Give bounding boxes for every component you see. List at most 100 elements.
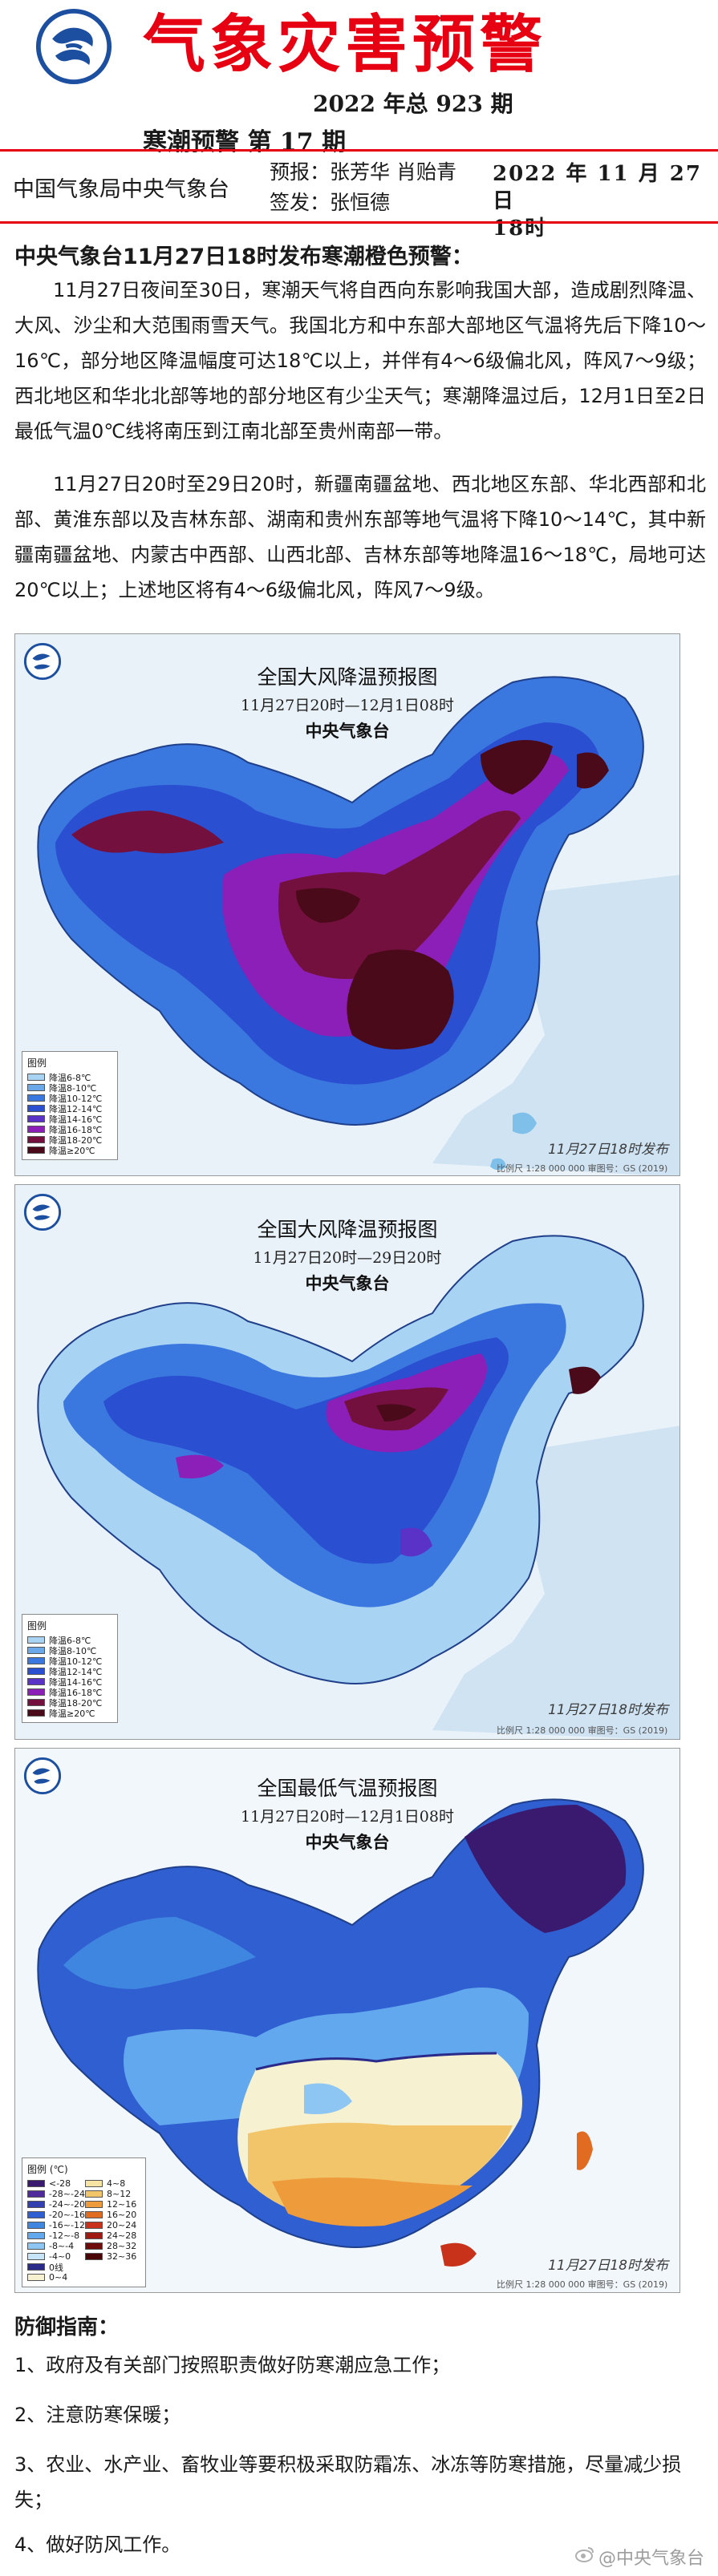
map-3-legend-left: <-28 -28~-24 -24~-20 -20~-16 -16~-12 -12~-8 -8… [27,2178,85,2283]
legend-label: 20~24 [107,2220,137,2230]
legend-swatch [27,1678,45,1685]
map-1-scale: 比例尺 1:28 000 000 审图号：GS (2019) 3082号 [497,1163,668,1174]
legend-label: 降温16-18℃ [49,1124,103,1135]
issuer: 张恒德 [330,191,391,214]
legend-label: 4~8 [107,2178,126,2189]
map-2-title: 全国大风降温预报图 [257,1218,438,1241]
map-min-temperature: 全国最低气温预报图 11月27日20时—12月1日08时 中央气象台 图例 (℃… [14,1748,680,2293]
map-2-title-block: 全国大风降温预报图 11月27日20时—29日20时 中央气象台 [15,1214,679,1295]
header-rule-bottom [0,221,718,224]
legend-label: 降温12-14℃ [49,1103,103,1114]
legend-swatch [27,1699,45,1706]
legend-item: 降温10-12℃ [27,1093,112,1104]
legend-item: -8~-4 [27,2241,85,2251]
map-2-issuer: 中央气象台 [305,1273,390,1293]
warning-headline: 中央气象台11月27日18时发布寒潮橙色预警： [14,245,473,269]
legend-item: 12~16 [85,2199,140,2210]
warning-paragraph-2: 11月27日20时至29日20时，新疆南疆盆地、西北地区东部、华北西部和北部、黄… [14,473,706,601]
map-2-legend: 图例 降温6-8℃ 降温8-10℃ 降温10-12℃ 降温12-14℃ 降温14-16℃… [22,1614,118,1723]
legend-item: 降温≥20℃ [27,1145,112,1156]
map-2-publish-time: 11月27日18时发布 [548,1702,668,1718]
legend-swatch [27,2211,45,2218]
legend-label: <-28 [49,2178,71,2189]
legend-item: 20~24 [85,2220,140,2230]
legend-swatch [27,2253,45,2260]
map-1-publish-time: 11月27日18时发布 [548,1142,668,1158]
legend-item: 16~20 [85,2210,140,2220]
map-cooling-wind-1: 全国大风降温预报图 11月27日20时—12月1日08时 中央气象台 图例 降温… [14,633,680,1176]
legend-label: 降温12-14℃ [49,1666,103,1677]
legend-label: 28~32 [107,2241,137,2251]
cma-logo-icon [35,8,112,85]
legend-label: 0~4 [49,2272,68,2283]
legend-swatch [27,1094,45,1102]
header-rule-top [0,149,718,152]
legend-swatch [27,2232,45,2239]
guide-item-1: 1、政府及有关部门按照职责做好防寒潮应急工作； [14,2354,451,2376]
legend-swatch [27,1647,45,1654]
legend-item: 降温12-14℃ [27,1103,112,1114]
legend-item: 0线 [27,2262,85,2273]
staff-block: 预报：张芳华 肖贻青 签发：张恒德 [270,157,456,218]
map-3-logo-icon [23,1757,62,1795]
map-1-period: 11月27日20时—12月1日08时 [241,697,454,714]
legend-swatch [27,1105,45,1112]
legend-item: 降温18-20℃ [27,1134,112,1146]
legend-item: 降温6-8℃ [27,1635,112,1646]
map-3-legend-right: 4~8 8~12 12~16 16~20 20~24 24~28 28~32 32~36 [85,2178,140,2283]
legend-swatch [27,2222,45,2229]
legend-label: 降温6-8℃ [49,1072,91,1083]
legend-item: -24~-20 [27,2199,85,2210]
legend-swatch [85,2201,103,2208]
legend-label: -20~-16 [48,2210,85,2220]
legend-item: 24~28 [85,2230,140,2241]
map-1-legend-title: 图例 [27,1057,47,1069]
legend-item: 降温14-16℃ [27,1114,112,1125]
legend-item: <-28 [27,2178,85,2189]
bulletin-header: 气象灾害预警 2022 年总 923 期 寒潮预警 第 17 期 中国气象局中央… [0,0,718,241]
legend-label: -8~-4 [49,2241,75,2251]
legend-item: 降温6-8℃ [27,1072,112,1083]
legend-item: 降温8-10℃ [27,1645,112,1656]
map-3-title-block: 全国最低气温预报图 11月27日20时—12月1日08时 中央气象台 [15,1773,679,1854]
issuing-organization: 中国气象局中央气象台 [13,177,229,202]
weibo-icon [575,2547,594,2562]
map-2-logo-icon [23,1193,62,1231]
legend-label: 降温≥20℃ [49,1708,95,1719]
legend-swatch [85,2190,103,2198]
map-3-legend-title: 图例 (℃) [27,2164,68,2175]
legend-swatch [85,2211,103,2218]
legend-item: -12~-8 [27,2230,85,2241]
legend-label: -24~-20 [48,2199,85,2210]
legend-label: 降温6-8℃ [49,1635,91,1646]
map-2-legend-title: 图例 [27,1620,47,1632]
legend-swatch [27,2201,45,2208]
legend-swatch [27,1136,45,1143]
map-3-title: 全国最低气温预报图 [257,1777,438,1800]
defense-guide-title: 防御指南： [14,2315,120,2339]
issue-date-line1: 2022 年 11 月 27 日 [493,162,702,213]
watermark-text: @中央气象台 [598,2549,705,2569]
legend-label: 16~20 [107,2210,137,2220]
legend-label: 降温18-20℃ [49,1134,103,1146]
warning-paragraph-1: 11月27日夜间至30日，寒潮天气将自西向东影响我国大部，造成剧烈降温、大风、沙… [14,279,706,443]
legend-label: 降温14-16℃ [49,1676,103,1688]
legend-item: 降温≥20℃ [27,1708,112,1719]
warning-subtitle: 寒潮预警 第 17 期 [143,128,347,156]
legend-swatch [27,1657,45,1664]
legend-swatch [27,1115,45,1122]
legend-swatch [27,1074,45,1081]
legend-label: 降温10-12℃ [49,1656,103,1667]
legend-label: 降温≥20℃ [49,1145,95,1156]
map-1-legend-rows: 降温6-8℃ 降温8-10℃ 降温10-12℃ 降温12-14℃ 降温14-16℃ 降温1… [27,1072,112,1156]
map-1-logo-icon [23,642,62,681]
legend-swatch [27,2180,45,2187]
map-1-graphic [15,634,679,1175]
legend-swatch [27,1709,45,1717]
legend-item: 28~32 [85,2241,140,2251]
guide-item-2: 2、注意防寒保暖； [14,2404,181,2426]
legend-item: 降温14-16℃ [27,1676,112,1688]
forecasters: 张芳华 肖贻青 [330,160,456,184]
legend-item: 降温8-10℃ [27,1082,112,1094]
legend-item: 4~8 [85,2178,140,2189]
